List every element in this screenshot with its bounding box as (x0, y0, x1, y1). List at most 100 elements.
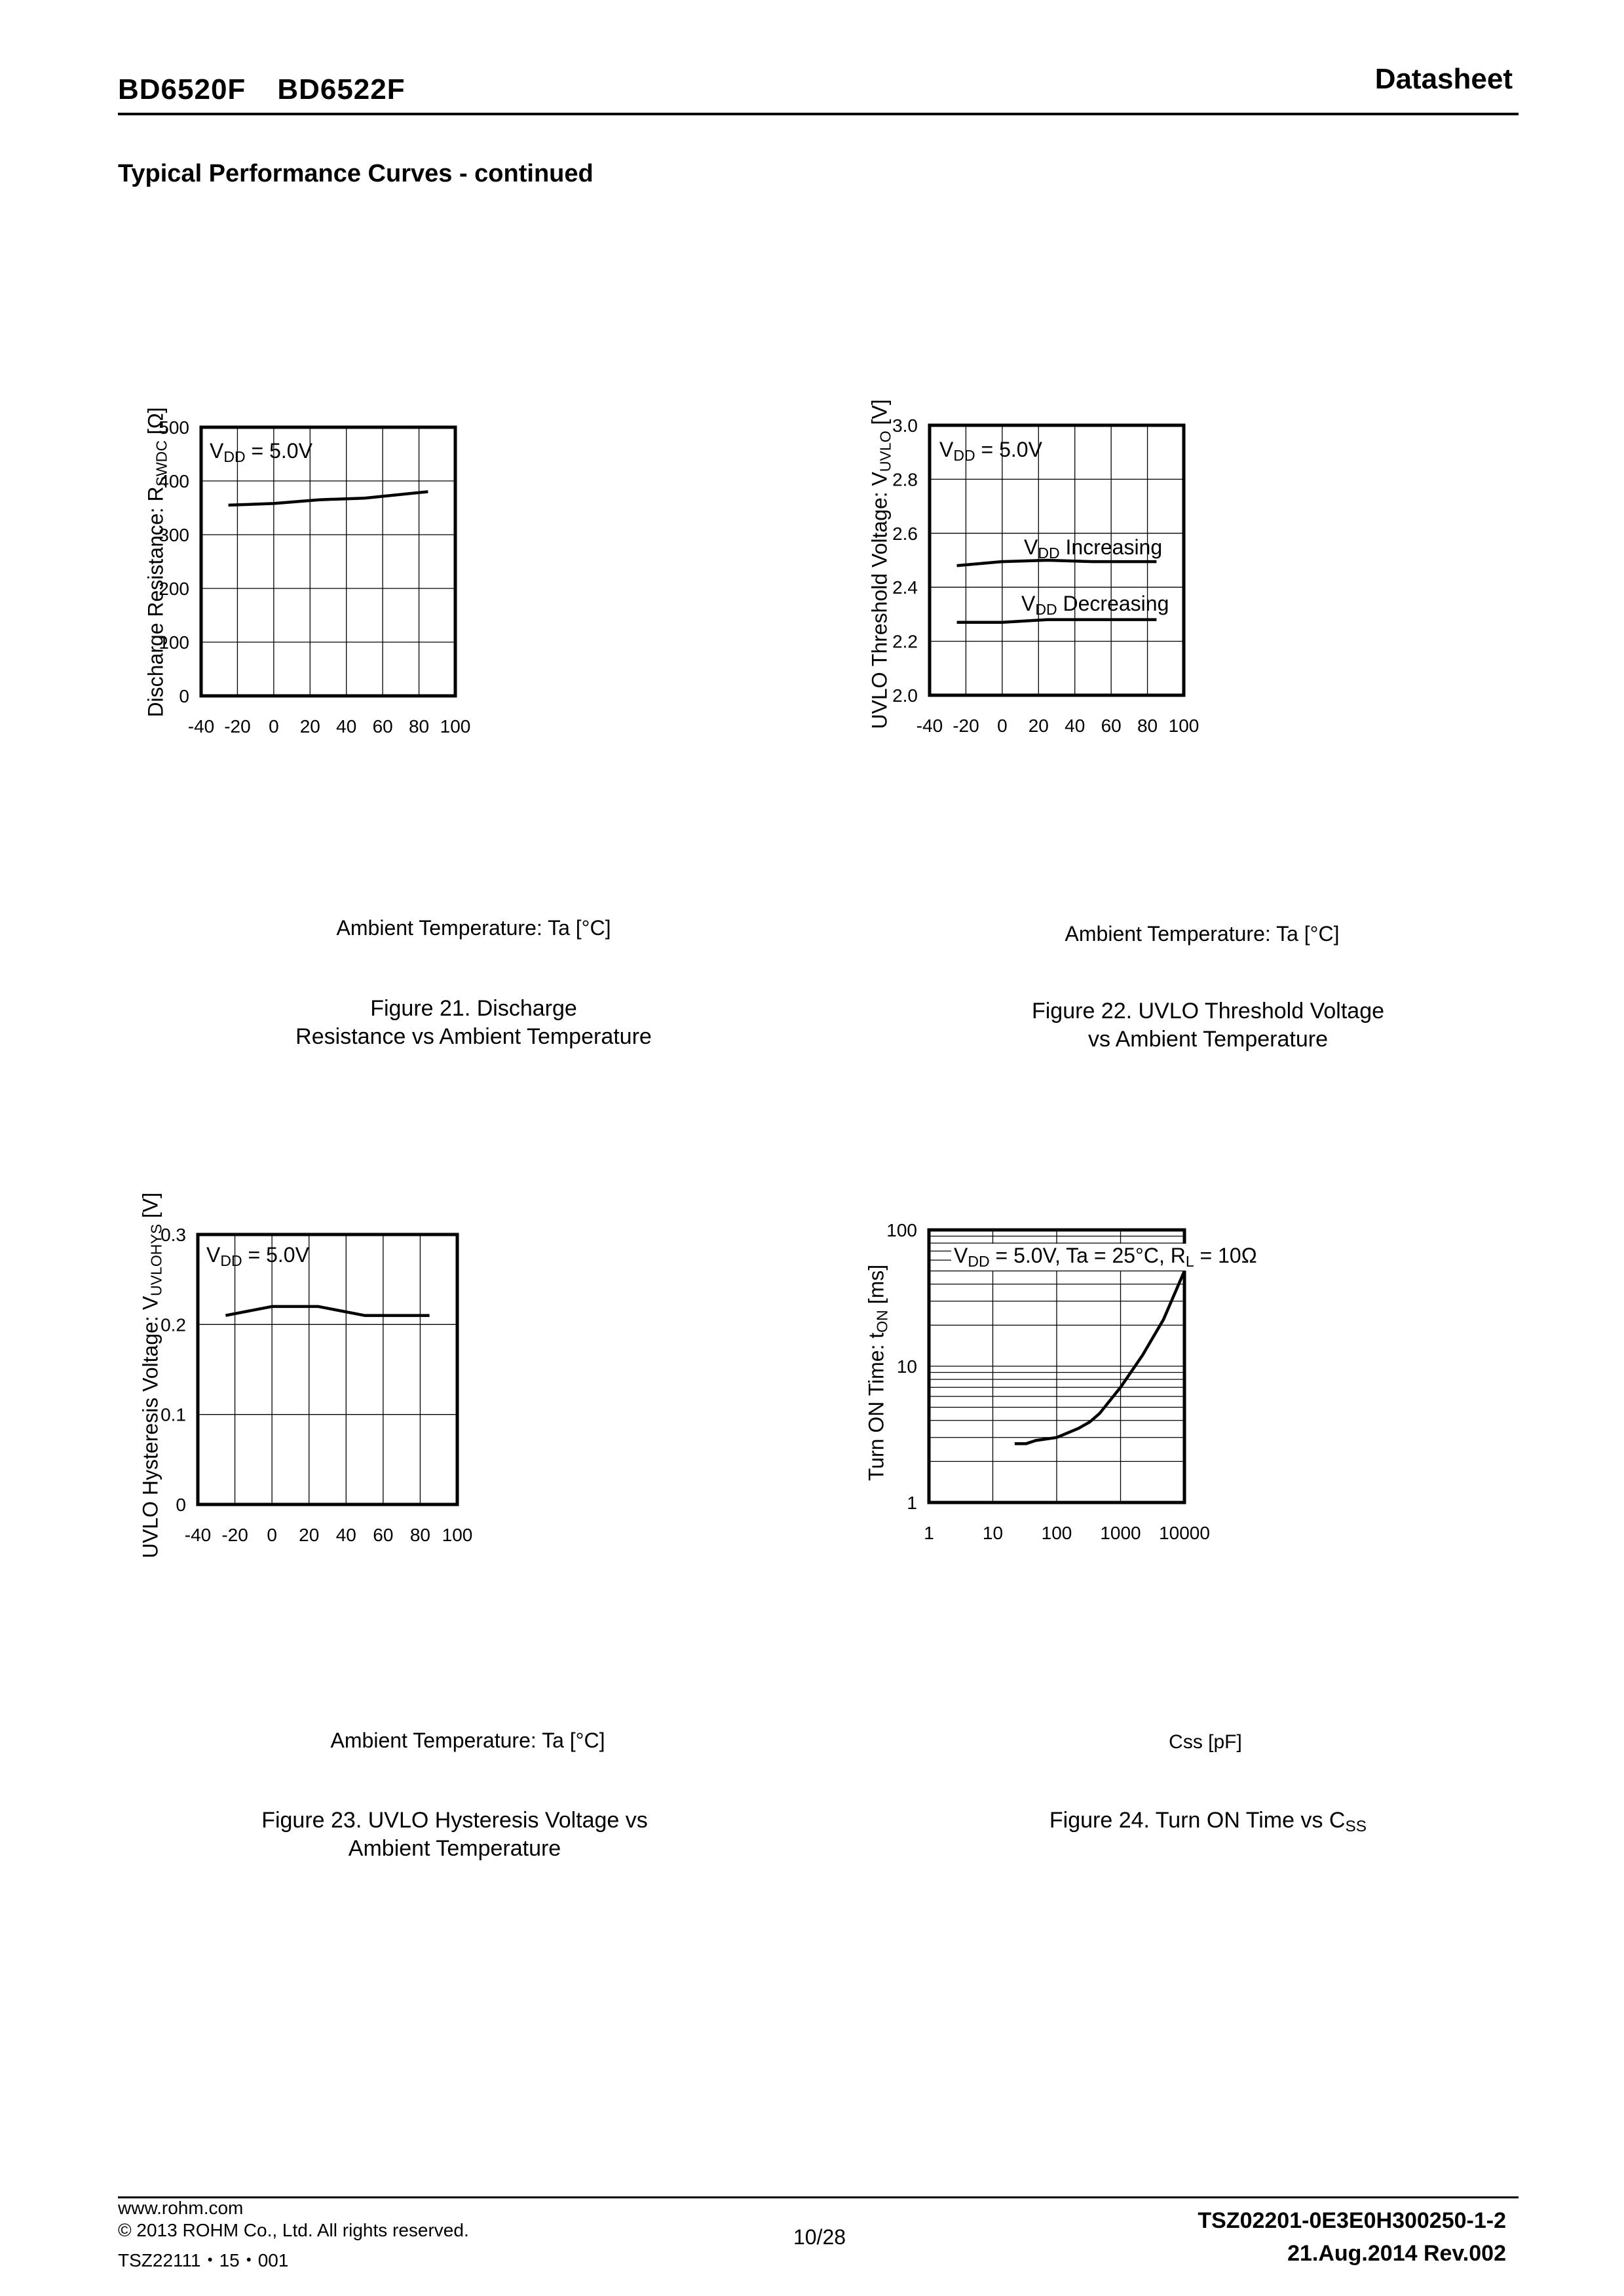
fig22-xlabel: Ambient Temperature: Ta [°C] (1065, 922, 1340, 946)
y-tick-label: 2.4 (892, 577, 918, 598)
y-tick-label: 2.8 (892, 469, 918, 489)
caption-line1: Figure 22. UVLO Threshold Voltage (1031, 999, 1385, 1024)
annot-rest2: = 10Ω (1194, 1244, 1257, 1267)
fig22-annotation: VDD = 5.0V (939, 438, 1042, 465)
y-tick-label: 2.0 (892, 685, 918, 706)
x-tick-label: 1000 (1100, 1523, 1141, 1543)
y-tick-label: 10 (897, 1356, 917, 1377)
plot-frame (927, 1228, 1186, 1504)
x-tick-label: 20 (1029, 716, 1049, 736)
part-number-2: BD6522F (277, 73, 406, 105)
annot-v: V (939, 438, 954, 461)
x-tick-label: 100 (1042, 1523, 1072, 1543)
y-tick-label: 0 (179, 686, 189, 706)
footer-doc-number: TSZ02201-0E3E0H300250-1-2 (1198, 2208, 1506, 2233)
annot-sub: DD (953, 446, 975, 464)
label-sub: DD (1038, 544, 1060, 562)
y-tick-label: 2.6 (892, 524, 918, 544)
fig23-xlabel: Ambient Temperature: Ta [°C] (330, 1729, 605, 1752)
x-tick-label: 60 (373, 716, 393, 737)
x-tick-label: 80 (409, 716, 429, 737)
caption-sub: SS (1345, 1818, 1367, 1836)
plot-frame (196, 1233, 459, 1506)
y-tick-label: 300 (159, 525, 189, 545)
x-tick-label: 10 (983, 1523, 1003, 1543)
x-tick-label: 20 (299, 1525, 319, 1545)
y-tick-label: 500 (159, 417, 189, 438)
x-tick-label: -20 (224, 716, 250, 737)
x-tick-label: -40 (916, 716, 943, 736)
plot-frame (199, 425, 457, 698)
fig22-series-label-decreasing: VDD Decreasing (1021, 592, 1169, 619)
y-tick-label: 100 (886, 1220, 917, 1240)
caption-line1: Figure 23. UVLO Hysteresis Voltage vs (261, 1808, 648, 1833)
annot-v: V (210, 439, 224, 463)
caption-line1: Figure 24. Turn ON Time vs CSS (1049, 1807, 1367, 1841)
x-tick-label: 20 (300, 716, 320, 737)
footer-form-code: TSZ22111・15・001 (118, 2250, 289, 2270)
fig24-annotation: VDD = 5.0V, Ta = 25°C, RL = 10Ω (951, 1244, 1260, 1271)
caption-line2: Resistance vs Ambient Temperature (295, 1024, 652, 1049)
fig22-caption: Figure 22. UVLO Threshold Voltage vs Ambi… (1032, 997, 1384, 1054)
y-tick-label: 0.2 (161, 1314, 186, 1335)
x-tick-label: 40 (1065, 716, 1085, 736)
x-tick-label: -40 (185, 1525, 211, 1545)
series-line (228, 490, 428, 507)
caption-line2: vs Ambient Temperature (1088, 1027, 1328, 1052)
series-line (956, 558, 1157, 567)
x-tick-label: 0 (997, 716, 1008, 736)
caption-line2: Ambient Temperature (348, 1836, 561, 1861)
label-rest: Decreasing (1057, 592, 1169, 615)
x-tick-label: 80 (410, 1525, 430, 1545)
header-divider (118, 113, 1519, 115)
document-part-numbers: BD6520F BD6522F (118, 73, 437, 106)
x-tick-label: 100 (1169, 716, 1199, 736)
x-tick-label: 60 (1101, 716, 1122, 736)
annot-rest: = 5.0V, Ta = 25°C, R (989, 1244, 1186, 1267)
fig22-series-label-increasing: VDD Increasing (1024, 535, 1162, 562)
plot-frame (928, 423, 1186, 697)
annot-rest: = 5.0V (975, 438, 1042, 461)
y-tick-label: 100 (159, 632, 189, 653)
fig22-chart: -40 -20 0 20 40 60 80 100 2.0 2.2 2.4 2.6 2.8 3.0 (892, 415, 1199, 736)
label-v: V (1021, 592, 1036, 615)
series-line (225, 1305, 430, 1317)
footer-divider (118, 2196, 1519, 2198)
fig24-xlabel: Css [pF] (1169, 1731, 1242, 1753)
y-tick-label: 400 (159, 471, 189, 491)
x-tick-label: 100 (442, 1525, 473, 1545)
x-tick-label: 1 (924, 1523, 934, 1543)
x-tick-label: 0 (267, 1525, 277, 1545)
label-v: V (1024, 535, 1038, 559)
annot-v: V (954, 1244, 968, 1267)
footer-url[interactable]: www.rohm.com (118, 2198, 244, 2218)
caption-line1: Figure 21. Discharge (370, 996, 577, 1021)
series-line (1014, 1270, 1186, 1445)
fig21-xlabel: Ambient Temperature: Ta [°C] (336, 916, 611, 940)
x-tick-label: -20 (221, 1525, 248, 1545)
x-tick-label: 80 (1137, 716, 1158, 736)
section-title: Typical Performance Curves - continued (118, 160, 594, 187)
y-tick-label: 200 (159, 579, 189, 599)
y-tick-label: 1 (907, 1493, 917, 1513)
fig21-annotation: VDD = 5.0V (210, 439, 312, 466)
part-number-1: BD6520F (118, 73, 246, 105)
fig21-caption: Figure 21. Discharge Resistance vs Ambien… (295, 995, 652, 1051)
fig23-chart: -40 -20 0 20 40 60 80 100 0 0.1 0.2 0.3 (161, 1225, 472, 1545)
label-rest: Increasing (1059, 535, 1163, 559)
fig23-annotation: VDD = 5.0V (206, 1243, 309, 1270)
annot-v: V (206, 1243, 221, 1267)
annot-sub: DD (223, 448, 246, 465)
annot-rest: = 5.0V (242, 1243, 309, 1267)
annot-sub2: L (1185, 1252, 1194, 1270)
x-tick-label: 60 (373, 1525, 393, 1545)
doc-type-label: Datasheet (1374, 63, 1513, 95)
annot-rest: = 5.0V (245, 439, 312, 463)
x-tick-label: 40 (336, 1525, 356, 1545)
x-tick-label: -40 (188, 716, 214, 737)
y-tick-label: 0.1 (161, 1405, 186, 1425)
x-tick-label: -20 (953, 716, 979, 736)
fig21-chart: -40 -20 0 20 40 60 80 100 0 100 200 300 400 500 (159, 417, 470, 737)
y-tick-label: 2.2 (892, 632, 918, 652)
